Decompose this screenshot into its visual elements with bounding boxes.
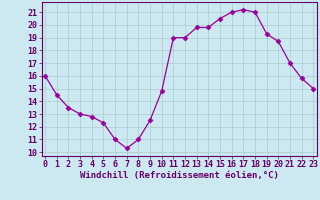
X-axis label: Windchill (Refroidissement éolien,°C): Windchill (Refroidissement éolien,°C) bbox=[80, 171, 279, 180]
